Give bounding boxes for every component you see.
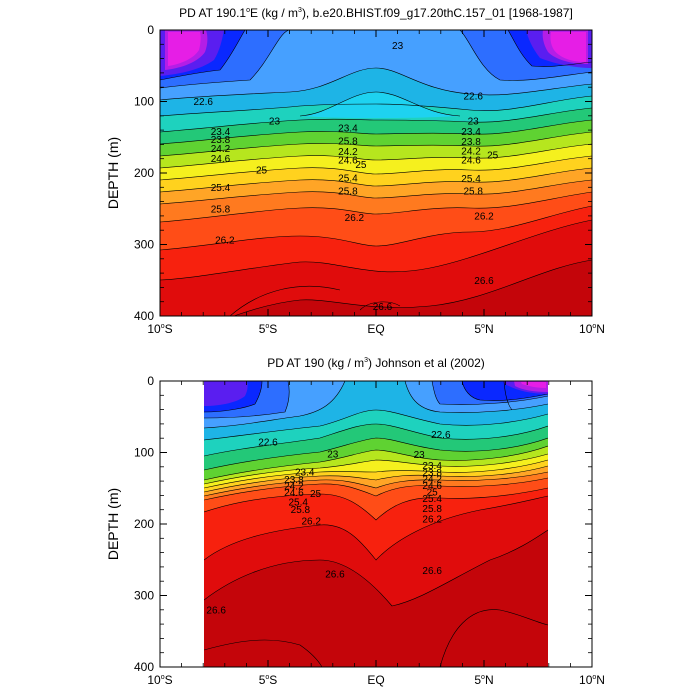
y-tick-label: 200 [134,166,154,180]
contour-label: 25 [487,151,499,162]
contour-label: 24.2 [338,147,358,158]
x-tick-label: 5oN [474,673,493,687]
contour-label: 24.6 [422,481,442,492]
contour-label: 23.8 [461,137,481,148]
contour-label: 23.8 [422,468,442,479]
contour-label: 26.2 [215,236,235,247]
contour-label: 22.6 [258,437,278,448]
contour-label: 24.2 [211,144,231,155]
contour-label: 25.4 [422,494,442,505]
contour-label: 26.6 [422,566,442,577]
contour-label: 23.4 [461,127,481,138]
contour-label: 23 [392,41,404,52]
contour-label: 23.4 [211,127,231,138]
panel-1: PD AT 190.1oE (kg / m3), b.e20.BHIST.f09… [105,6,605,336]
x-tick-label: 10oS [147,322,172,336]
contour-label: 25.8 [291,505,311,516]
panel-1-y-axis: 0 100 200 300 400 [134,23,592,323]
y-tick-label: 0 [147,374,154,388]
panel-1-band-19-8 [168,32,201,66]
panel-2-ylabel: DEPTH (m) [105,488,121,560]
panel-2-band-20-6 [204,381,248,406]
panel-1-ylabel: DEPTH (m) [105,137,121,209]
contour-label: 24.2 [284,482,304,493]
contour-label: 25 [310,489,322,500]
contour-label: 23.4 [295,467,315,478]
y-tick-label: 400 [134,660,154,674]
contour-label: 22.6 [463,91,483,102]
x-tick-label: 10oN [579,322,605,336]
contour-label: 22.6 [431,430,451,441]
contour-label: 25.4 [461,174,481,185]
panel-1-x-axis: 10oS 5oS EQ 5oN 10oN [147,30,605,336]
x-tick-label: 5oS [259,322,278,336]
contour-label: 24.6 [211,154,231,165]
contour-label: 25.8 [338,136,358,147]
contour-label: 23 [468,116,480,127]
contour-label: 26.6 [325,570,345,581]
contour-label: 26.2 [422,514,442,525]
contour-label: 24.2 [422,474,442,485]
y-tick-label: 400 [134,309,154,323]
x-tick-label: EQ [367,673,384,687]
contour-label: 22.6 [193,97,213,108]
contour-label: 25.8 [338,186,358,197]
panel-1-band-21-4 [160,30,592,88]
contour-label: 25 [355,160,367,171]
contour-label: 24.2 [461,146,481,157]
x-tick-label: EQ [367,322,384,336]
panel-2: PD AT 190 (kg / m3) Johnson et al (2002) [105,356,605,687]
contour-label: 26.6 [373,302,393,313]
contour-label: 26.2 [301,517,321,528]
panel-2-contour-field [204,381,548,667]
contour-label: 23 [414,450,426,461]
contour-label: 24.6 [338,156,358,167]
x-tick-label: 5oS [259,673,278,687]
y-tick-label: 100 [134,446,154,460]
contour-label: 25 [427,487,439,498]
contour-label: 26.2 [345,213,365,224]
contour-label: 23 [327,449,339,460]
y-tick-label: 100 [134,95,154,109]
panel-1-band-22-2-core [300,92,460,118]
panel-2-x-axis: 10oS 5oS EQ 5oN 10oN [147,381,605,687]
contour-label: 23.4 [422,461,442,472]
panel-2-y-axis: 0 100 200 300 400 [134,374,592,674]
contour-label: 25.4 [338,174,358,185]
contour-label: 26.6 [206,605,226,616]
contour-label: 25.8 [463,186,483,197]
panel-1-title: PD AT 190.1oE (kg / m3), b.e20.BHIST.f09… [179,6,573,20]
panel-1-contour-field [160,30,592,316]
y-tick-label: 300 [134,589,154,603]
contour-label: 23 [269,116,281,127]
contour-label: 26.2 [474,211,494,222]
panel-2-band-21-4 [204,381,548,418]
x-tick-label: 5oN [474,322,493,336]
x-tick-label: 10oS [147,673,172,687]
contour-label: 23.4 [338,123,358,134]
contour-label: 24.6 [284,488,304,499]
y-tick-label: 200 [134,517,154,531]
contour-label: 23.8 [284,475,304,486]
contour-label: 25.8 [211,204,231,215]
panel-2-contour-lines [204,381,548,667]
contour-label: 25.4 [211,183,231,194]
contour-label: 23.8 [211,135,231,146]
contour-label: 25 [256,166,268,177]
contour-label: 24.6 [461,156,481,167]
x-tick-label: 10oN [579,673,605,687]
y-tick-label: 300 [134,238,154,252]
panel-1-contour-lines [160,30,592,316]
panel-2-title: PD AT 190 (kg / m3) Johnson et al (2002) [267,356,485,370]
contour-label: 25.8 [422,504,442,515]
y-tick-label: 0 [147,23,154,37]
contour-label: 26.6 [474,276,494,287]
contour-label: 25.4 [289,497,309,508]
panel-1-band-19-8-east [550,32,586,62]
